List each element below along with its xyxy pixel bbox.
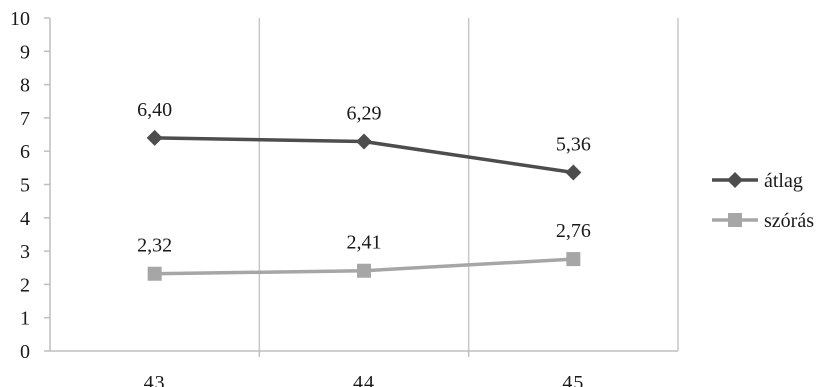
x-tick-label: 43 <box>144 372 166 387</box>
legend-label: átlag <box>764 170 803 192</box>
y-tick-label: 8 <box>20 75 30 97</box>
y-tick-label: 3 <box>20 241 30 263</box>
data-label: 2,41 <box>347 232 382 254</box>
y-tick-label: 4 <box>20 208 30 230</box>
legend-label: szórás <box>764 210 814 232</box>
y-tick-label: 9 <box>20 41 30 63</box>
y-tick-label: 1 <box>20 308 30 330</box>
data-point-square <box>147 266 162 281</box>
y-tick-label: 0 <box>20 341 30 363</box>
legend-marker-square <box>728 213 742 227</box>
y-tick-label: 6 <box>20 141 30 163</box>
y-tick-label: 5 <box>20 175 30 197</box>
x-tick-label: 44 <box>353 372 375 387</box>
y-tick-label: 7 <box>20 108 30 130</box>
y-tick-label: 2 <box>20 274 30 296</box>
series-group <box>146 129 582 281</box>
grid-lines <box>258 18 679 351</box>
data-label: 5,36 <box>556 134 591 156</box>
x-axis-ticks: 43 44 45 <box>144 351 584 387</box>
legend-item-atlag: átlag <box>712 170 803 192</box>
x-tick-label: 45 <box>562 372 584 387</box>
y-axis-ticks: 0 1 2 3 4 5 6 7 8 9 10 <box>10 8 50 363</box>
legend-marker-diamond <box>727 172 743 188</box>
y-tick-label: 10 <box>10 8 30 30</box>
data-label: 2,76 <box>556 220 591 242</box>
data-label: 6,40 <box>137 99 172 121</box>
data-point-diamond <box>565 164 582 181</box>
data-point-square <box>566 252 581 267</box>
data-label: 6,29 <box>347 103 382 125</box>
axes <box>49 18 678 352</box>
legend-item-szoras: szórás <box>712 210 814 232</box>
data-labels: 6,40 6,29 5,36 2,32 2,41 2,76 <box>137 99 591 257</box>
legend: átlag szórás <box>712 170 814 232</box>
data-point-square <box>357 263 371 278</box>
data-label: 2,32 <box>137 235 172 257</box>
data-point-diamond <box>146 129 163 146</box>
data-point-diamond <box>356 133 372 150</box>
